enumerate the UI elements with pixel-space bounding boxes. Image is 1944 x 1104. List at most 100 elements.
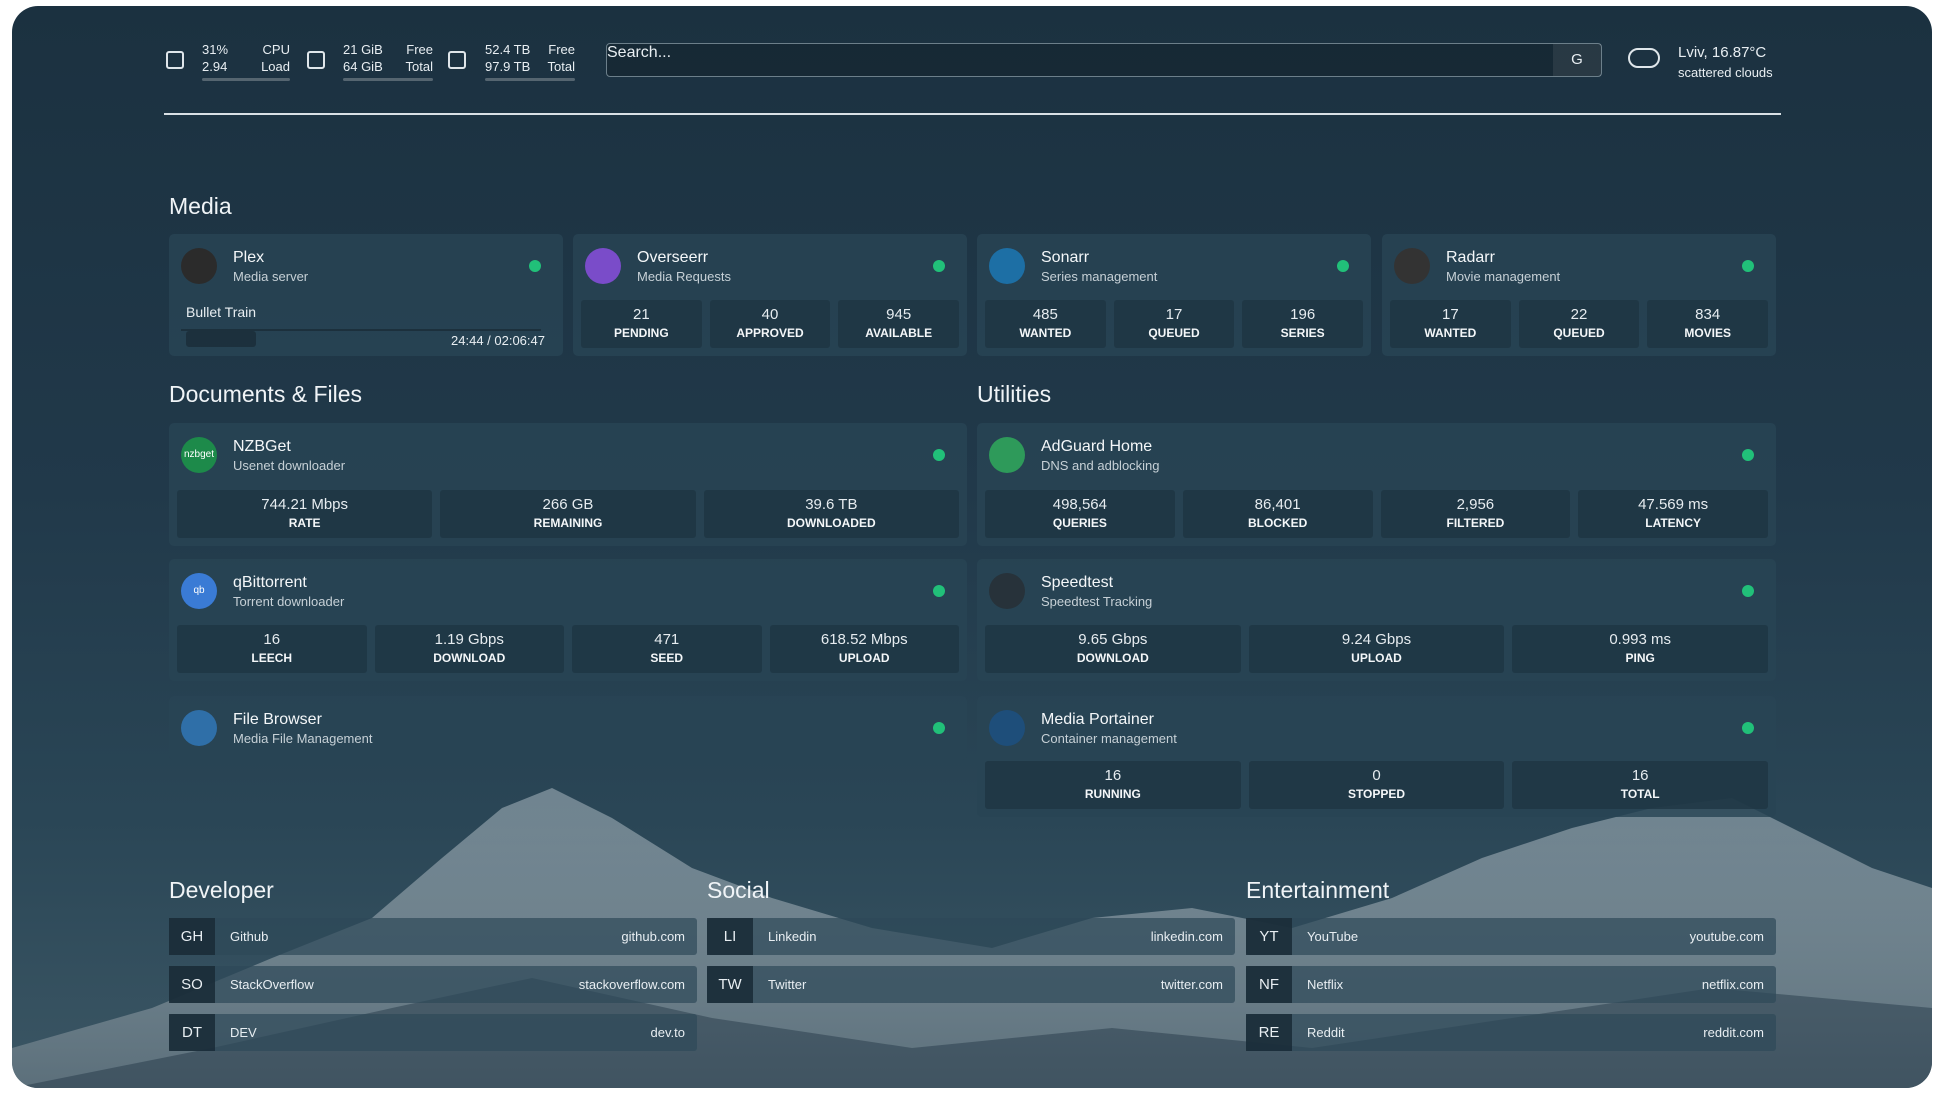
- bookmark[interactable]: DTDEVdev.to: [169, 1014, 697, 1051]
- stat: 39.6 TBDOWNLOADED: [704, 490, 959, 538]
- stat-value: 39.6 TB: [704, 496, 959, 513]
- stat-value: 498,564: [985, 496, 1175, 513]
- service-name: Overseerr: [637, 249, 708, 267]
- stat-value: 471: [572, 631, 762, 648]
- bookmark-url: reddit.com: [1703, 1025, 1764, 1040]
- stat-value: 485: [985, 306, 1106, 323]
- section-title: Media: [169, 193, 232, 220]
- status-indicator: [1742, 260, 1754, 272]
- stat-label: RUNNING: [985, 787, 1241, 801]
- stat-value: 16: [985, 767, 1241, 784]
- stat-value: 2.94: [202, 58, 227, 75]
- bookmark-name: Reddit: [1307, 1025, 1345, 1040]
- stat-label: UPLOAD: [770, 651, 960, 665]
- service-name: qBittorrent: [233, 574, 307, 592]
- stat-value: 834: [1647, 306, 1768, 323]
- now-playing-time: 24:44 / 02:06:47: [451, 333, 545, 348]
- stat-value: 17: [1114, 306, 1235, 323]
- stat-icon: [307, 51, 325, 69]
- bookmark[interactable]: NF Netflix netflix.com: [1246, 966, 1776, 1003]
- bookmark[interactable]: RE Reddit reddit.com: [1246, 1014, 1776, 1051]
- service-card[interactable]: Media PortainerContainer management16RUN…: [977, 696, 1776, 817]
- bookmark-name: Twitter: [768, 977, 806, 992]
- stat: 9.65 Gbps DOWNLOAD: [985, 625, 1241, 673]
- bookmark-abbr: NF: [1246, 966, 1292, 1003]
- service-card[interactable]: OverseerrMedia Requests21PENDING40APPROV…: [573, 234, 967, 356]
- stat-value: 266 GB: [440, 496, 695, 513]
- section-title: Utilities: [977, 381, 1051, 408]
- status-indicator: [1742, 722, 1754, 734]
- stat-label: REMAINING: [440, 516, 695, 530]
- stat-label: STOPPED: [1249, 787, 1505, 801]
- stat: 834 MOVIES: [1647, 300, 1768, 348]
- service-name: AdGuard Home: [1041, 438, 1152, 456]
- bookmark-group-title: Entertainment: [1246, 877, 1389, 904]
- stat-value: 744.21 Mbps: [177, 496, 432, 513]
- stat-label: QUEUED: [1114, 326, 1235, 340]
- stat: 196SERIES: [1242, 300, 1363, 348]
- stat: 0STOPPED: [1249, 761, 1505, 809]
- bookmark-abbr: YT: [1246, 918, 1292, 955]
- service-card[interactable]: AdGuard HomeDNS and adblocking498,564QUE…: [977, 423, 1776, 546]
- service-icon: [585, 248, 621, 284]
- bookmark-abbr: LI: [707, 918, 753, 955]
- stat-value: 9.65 Gbps: [985, 631, 1241, 648]
- search-button[interactable]: G: [1553, 44, 1601, 76]
- pause-button[interactable]: [186, 331, 256, 347]
- bookmark-url: linkedin.com: [1151, 929, 1223, 944]
- service-description: Media server: [233, 269, 308, 284]
- stat-icon: [448, 51, 466, 69]
- stat: 16TOTAL: [1512, 761, 1768, 809]
- bookmark-url: netflix.com: [1702, 977, 1764, 992]
- stat-label: BLOCKED: [1183, 516, 1373, 530]
- service-card[interactable]: nzbgetNZBGetUsenet downloader744.21 Mbps…: [169, 423, 967, 546]
- service-card[interactable]: PlexMedia serverBullet Train24:44 / 02:0…: [169, 234, 563, 356]
- bookmark-abbr: DT: [169, 1014, 215, 1051]
- service-description: DNS and adblocking: [1041, 458, 1160, 473]
- stats-row: 16LEECH1.19 GbpsDOWNLOAD471SEED618.52 Mb…: [177, 625, 959, 673]
- stat-value: 16: [1512, 767, 1768, 784]
- bookmark-url: github.com: [621, 929, 685, 944]
- bookmark-abbr: TW: [707, 966, 753, 1003]
- service-card[interactable]: SonarrSeries management485WANTED17QUEUED…: [977, 234, 1371, 356]
- stat: 16LEECH: [177, 625, 367, 673]
- service-name: Speedtest: [1041, 574, 1113, 592]
- bookmark-url: twitter.com: [1161, 977, 1223, 992]
- stat-label: DOWNLOAD: [985, 651, 1241, 665]
- status-indicator: [529, 260, 541, 272]
- stat: 1.19 Gbps DOWNLOAD: [375, 625, 565, 673]
- service-card[interactable]: qbqBittorrentTorrent downloader16LEECH1.…: [169, 559, 967, 681]
- bookmark[interactable]: SOStackOverflowstackoverflow.com: [169, 966, 697, 1003]
- service-card[interactable]: RadarrMovie management17WANTED22QUEUED83…: [1382, 234, 1776, 356]
- bookmark-name: StackOverflow: [230, 977, 314, 992]
- stat-value: 40: [710, 306, 831, 323]
- stat-label: UPLOAD: [1249, 651, 1505, 665]
- service-card[interactable]: File BrowserMedia File Management: [169, 696, 967, 760]
- stat-label: MOVIES: [1647, 326, 1768, 340]
- stat-value: 196: [1242, 306, 1363, 323]
- bookmark[interactable]: GHGithubgithub.com: [169, 918, 697, 955]
- bookmark-name: Netflix: [1307, 977, 1343, 992]
- stat-label: FILTERED: [1381, 516, 1571, 530]
- bookmark[interactable]: YTYouTubeyoutube.com: [1246, 918, 1776, 955]
- stat-label: DOWNLOAD: [375, 651, 565, 665]
- service-name: Sonarr: [1041, 249, 1089, 267]
- search-box[interactable]: Search...G: [606, 43, 1602, 77]
- stat-label: LATENCY: [1578, 516, 1768, 530]
- stat-label: AVAILABLE: [838, 326, 959, 340]
- stat: 47.569 msLATENCY: [1578, 490, 1768, 538]
- bookmark[interactable]: TW Twitter twitter.com: [707, 966, 1235, 1003]
- bookmark-abbr: RE: [1246, 1014, 1292, 1051]
- stat-value: 2,956: [1381, 496, 1571, 513]
- stats-row: 498,564QUERIES86,401BLOCKED2,956FILTERED…: [985, 490, 1768, 538]
- bookmark[interactable]: LI Linkedin linkedin.com: [707, 918, 1235, 955]
- stat-value: 0.993 ms: [1512, 631, 1768, 648]
- stat-label: Free: [515, 41, 575, 58]
- service-description: Torrent downloader: [233, 594, 344, 609]
- stat: 86,401BLOCKED: [1183, 490, 1373, 538]
- stat-label: SEED: [572, 651, 762, 665]
- service-card[interactable]: SpeedtestSpeedtest Tracking9.65 GbpsDOWN…: [977, 559, 1776, 681]
- stat-value: 1.19 Gbps: [375, 631, 565, 648]
- bookmark-name: Linkedin: [768, 929, 816, 944]
- stat: 17WANTED: [1390, 300, 1511, 348]
